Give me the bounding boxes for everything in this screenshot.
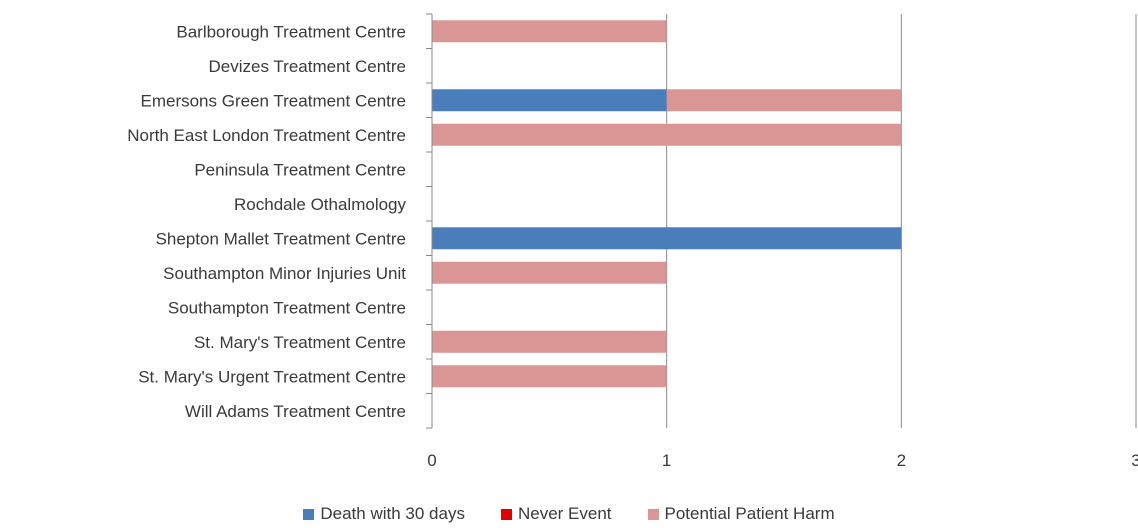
legend-item-potential-harm: Potential Patient Harm	[647, 504, 835, 524]
legend-label-never-event: Never Event	[517, 504, 612, 523]
category-label: Southampton Minor Injuries Unit	[163, 264, 406, 283]
legend-label-potential-harm: Potential Patient Harm	[664, 504, 835, 523]
bar-2-10	[432, 365, 667, 388]
x-tick-label-0: 0	[427, 451, 436, 470]
bar-0-2	[432, 89, 667, 112]
category-label: St. Mary's Treatment Centre	[194, 333, 406, 352]
category-label: Peninsula Treatment Centre	[194, 160, 406, 179]
bar-0-6	[432, 227, 902, 250]
category-label: Southampton Treatment Centre	[168, 298, 406, 317]
bar-2-0	[432, 20, 667, 43]
bar-2-7	[432, 261, 667, 284]
x-tick-label-2: 2	[897, 451, 906, 470]
category-label: Will Adams Treatment Centre	[185, 402, 406, 421]
x-tick-label-1: 1	[662, 451, 671, 470]
category-label: Emersons Green Treatment Centre	[140, 91, 406, 110]
category-label: Rochdale Othalmology	[234, 195, 406, 214]
bar-2-9	[432, 330, 667, 353]
legend-item-death: Death with 30 days	[303, 504, 465, 524]
legend-swatch-never-event	[500, 508, 512, 520]
legend-item-never-event: Never Event	[500, 504, 612, 524]
category-label: Barlborough Treatment Centre	[176, 22, 406, 41]
category-label: St. Mary's Urgent Treatment Centre	[138, 367, 406, 386]
legend-swatch-death	[303, 508, 315, 520]
bar-2-3	[432, 123, 902, 146]
category-label: Shepton Mallet Treatment Centre	[156, 229, 406, 248]
category-label: North East London Treatment Centre	[127, 126, 406, 145]
x-tick-label-3: 3	[1131, 451, 1138, 470]
bar-2-2	[666, 89, 902, 112]
legend-label-death: Death with 30 days	[320, 504, 465, 523]
legend-swatch-potential-harm	[647, 508, 659, 520]
category-label: Devizes Treatment Centre	[209, 57, 406, 76]
legend: Death with 30 days Never Event Potential…	[0, 504, 1138, 524]
